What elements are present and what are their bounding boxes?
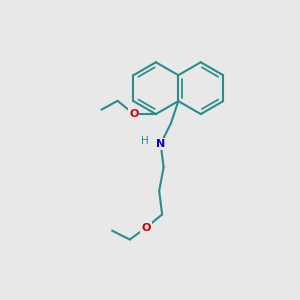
Text: N: N <box>156 139 165 149</box>
Text: O: O <box>141 223 151 233</box>
Text: O: O <box>129 109 139 119</box>
Text: H: H <box>142 136 149 146</box>
